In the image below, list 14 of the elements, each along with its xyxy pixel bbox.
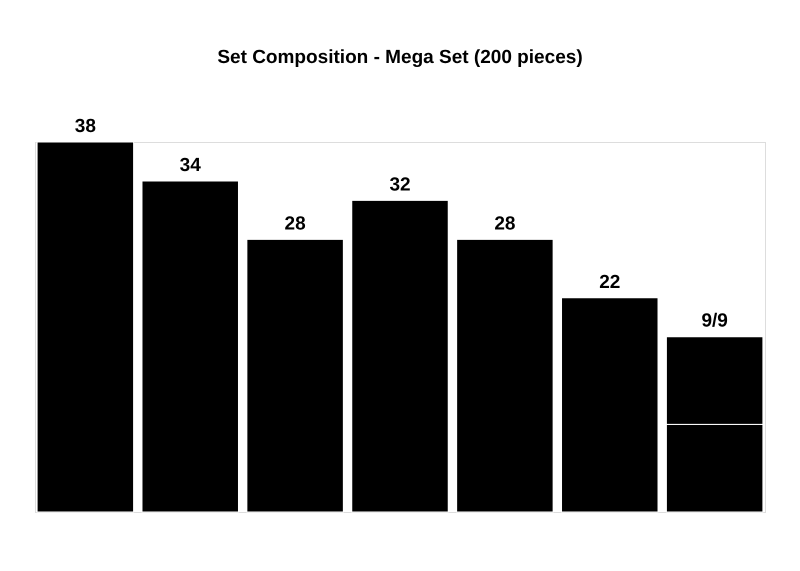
data-label: 22 <box>599 272 620 293</box>
bar <box>141 180 239 512</box>
bar <box>456 238 554 512</box>
bar <box>561 297 659 512</box>
data-label: 34 <box>180 154 202 176</box>
bar <box>36 142 134 512</box>
chart-title: Set Composition - Mega Set (200 pieces) <box>217 47 583 68</box>
bar <box>351 200 449 512</box>
data-label: 38 <box>74 116 96 137</box>
data-label: 28 <box>494 213 516 234</box>
bar <box>246 238 344 512</box>
data-label: 32 <box>389 174 411 196</box>
data-label: 28 <box>284 213 306 234</box>
data-label: 9/9 <box>701 310 728 332</box>
